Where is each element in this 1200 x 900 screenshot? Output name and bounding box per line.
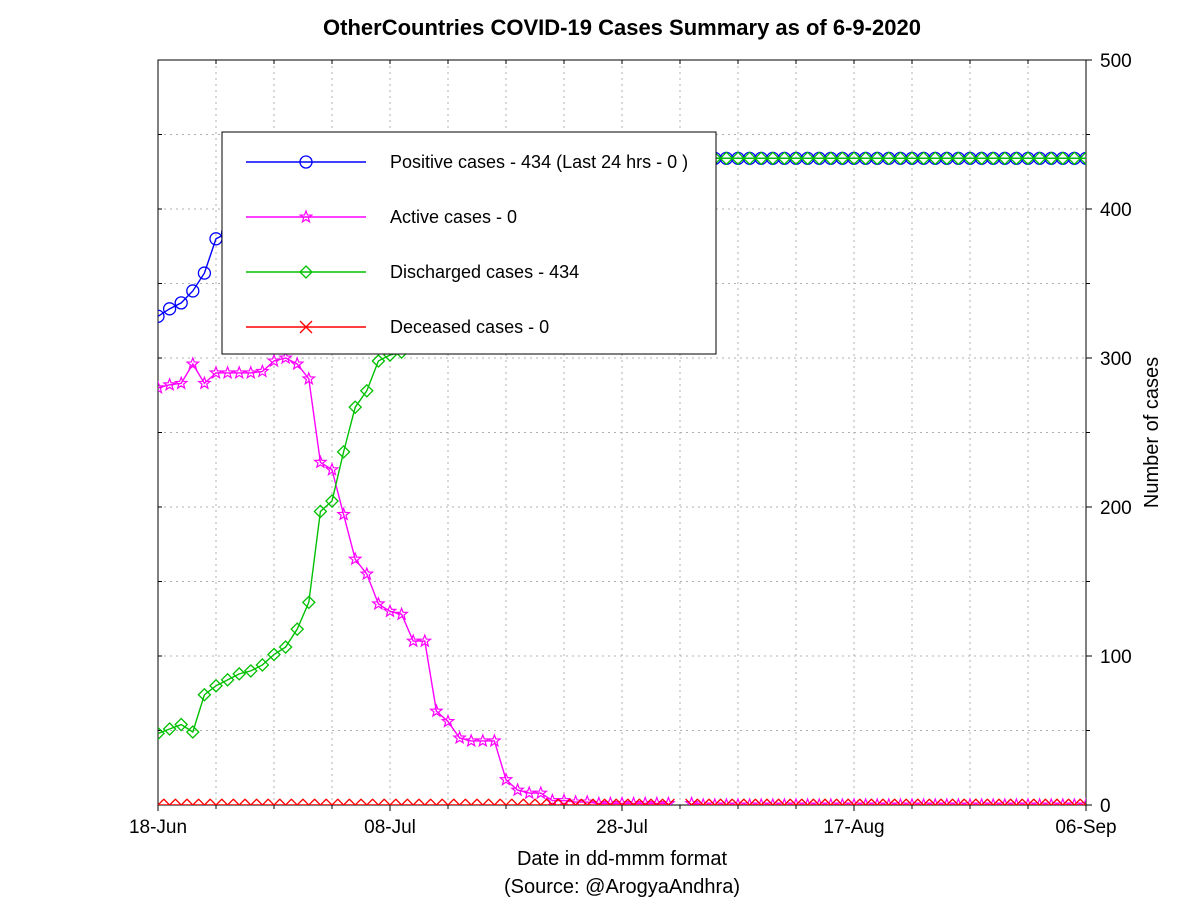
svg-text:500: 500 — [1100, 51, 1132, 72]
svg-text:400: 400 — [1100, 200, 1132, 221]
svg-text:Date in dd-mmm format: Date in dd-mmm format — [517, 848, 727, 870]
svg-text:17-Aug: 17-Aug — [823, 817, 884, 838]
chart-container: OtherCountries COVID-19 Cases Summary as… — [0, 0, 1200, 900]
svg-text:Number of cases: Number of cases — [1141, 357, 1163, 508]
svg-text:Discharged cases - 434: Discharged cases - 434 — [390, 262, 579, 282]
covid-cases-line-chart: OtherCountries COVID-19 Cases Summary as… — [0, 0, 1200, 900]
legend: Positive cases - 434 (Last 24 hrs - 0 ) A… — [222, 132, 716, 354]
svg-text:300: 300 — [1100, 349, 1132, 370]
svg-text:Deceased cases - 0: Deceased cases - 0 — [390, 317, 549, 337]
svg-text:18-Jun: 18-Jun — [129, 817, 187, 838]
svg-text:(Source: @ArogyaAndhra): (Source: @ArogyaAndhra) — [504, 876, 740, 898]
svg-text:OtherCountries COVID-19 Cases: OtherCountries COVID-19 Cases Summary as… — [323, 15, 921, 40]
svg-text:Positive cases - 434 (Last 24: Positive cases - 434 (Last 24 hrs - 0 ) — [390, 152, 688, 172]
svg-text:200: 200 — [1100, 498, 1132, 519]
svg-text:08-Jul: 08-Jul — [364, 817, 416, 838]
svg-text:28-Jul: 28-Jul — [596, 817, 648, 838]
svg-text:100: 100 — [1100, 647, 1132, 668]
svg-text:06-Sep: 06-Sep — [1055, 817, 1116, 838]
svg-text:Active cases - 0: Active cases - 0 — [390, 207, 517, 227]
svg-text:0: 0 — [1100, 796, 1111, 817]
